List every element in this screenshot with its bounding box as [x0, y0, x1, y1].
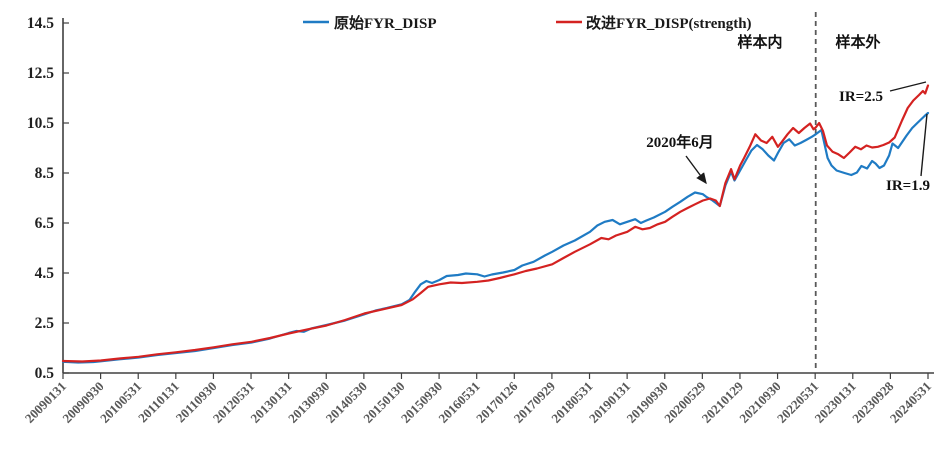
ir-improved-pointer-line [889, 81, 927, 92]
y-tick-label: 8.5 [35, 165, 55, 182]
series-line-original [61, 111, 930, 364]
annotation-event-2020-06: 2020年6月 [646, 133, 714, 151]
x-tick-label: 20100531 [97, 379, 144, 426]
legend-label-improved: 改进FYR_DISP(strength) [586, 14, 752, 32]
annotation-in-sample: 样本内 [737, 33, 782, 51]
y-tick-label: 14.5 [27, 15, 54, 32]
y-tick-label: 0.5 [35, 365, 55, 382]
y-tick-label: 10.5 [27, 115, 54, 132]
annotation-out-of-sample: 样本外 [835, 33, 880, 51]
ir-original-pointer-line [920, 113, 928, 177]
x-tick-label: 20240531 [887, 379, 934, 426]
series-line-improved [61, 84, 930, 363]
legend-label-original: 原始FYR_DISP [334, 14, 437, 32]
y-tick-label: 4.5 [35, 265, 55, 282]
y-tick-label: 12.5 [27, 65, 54, 82]
y-tick-label: 2.5 [35, 315, 55, 332]
annotation-ir-original: IR=1.9 [886, 178, 930, 194]
event-arrow [685, 155, 707, 185]
annotation-ir-improved: IR=2.5 [839, 89, 883, 105]
y-tick-label: 6.5 [35, 215, 55, 232]
